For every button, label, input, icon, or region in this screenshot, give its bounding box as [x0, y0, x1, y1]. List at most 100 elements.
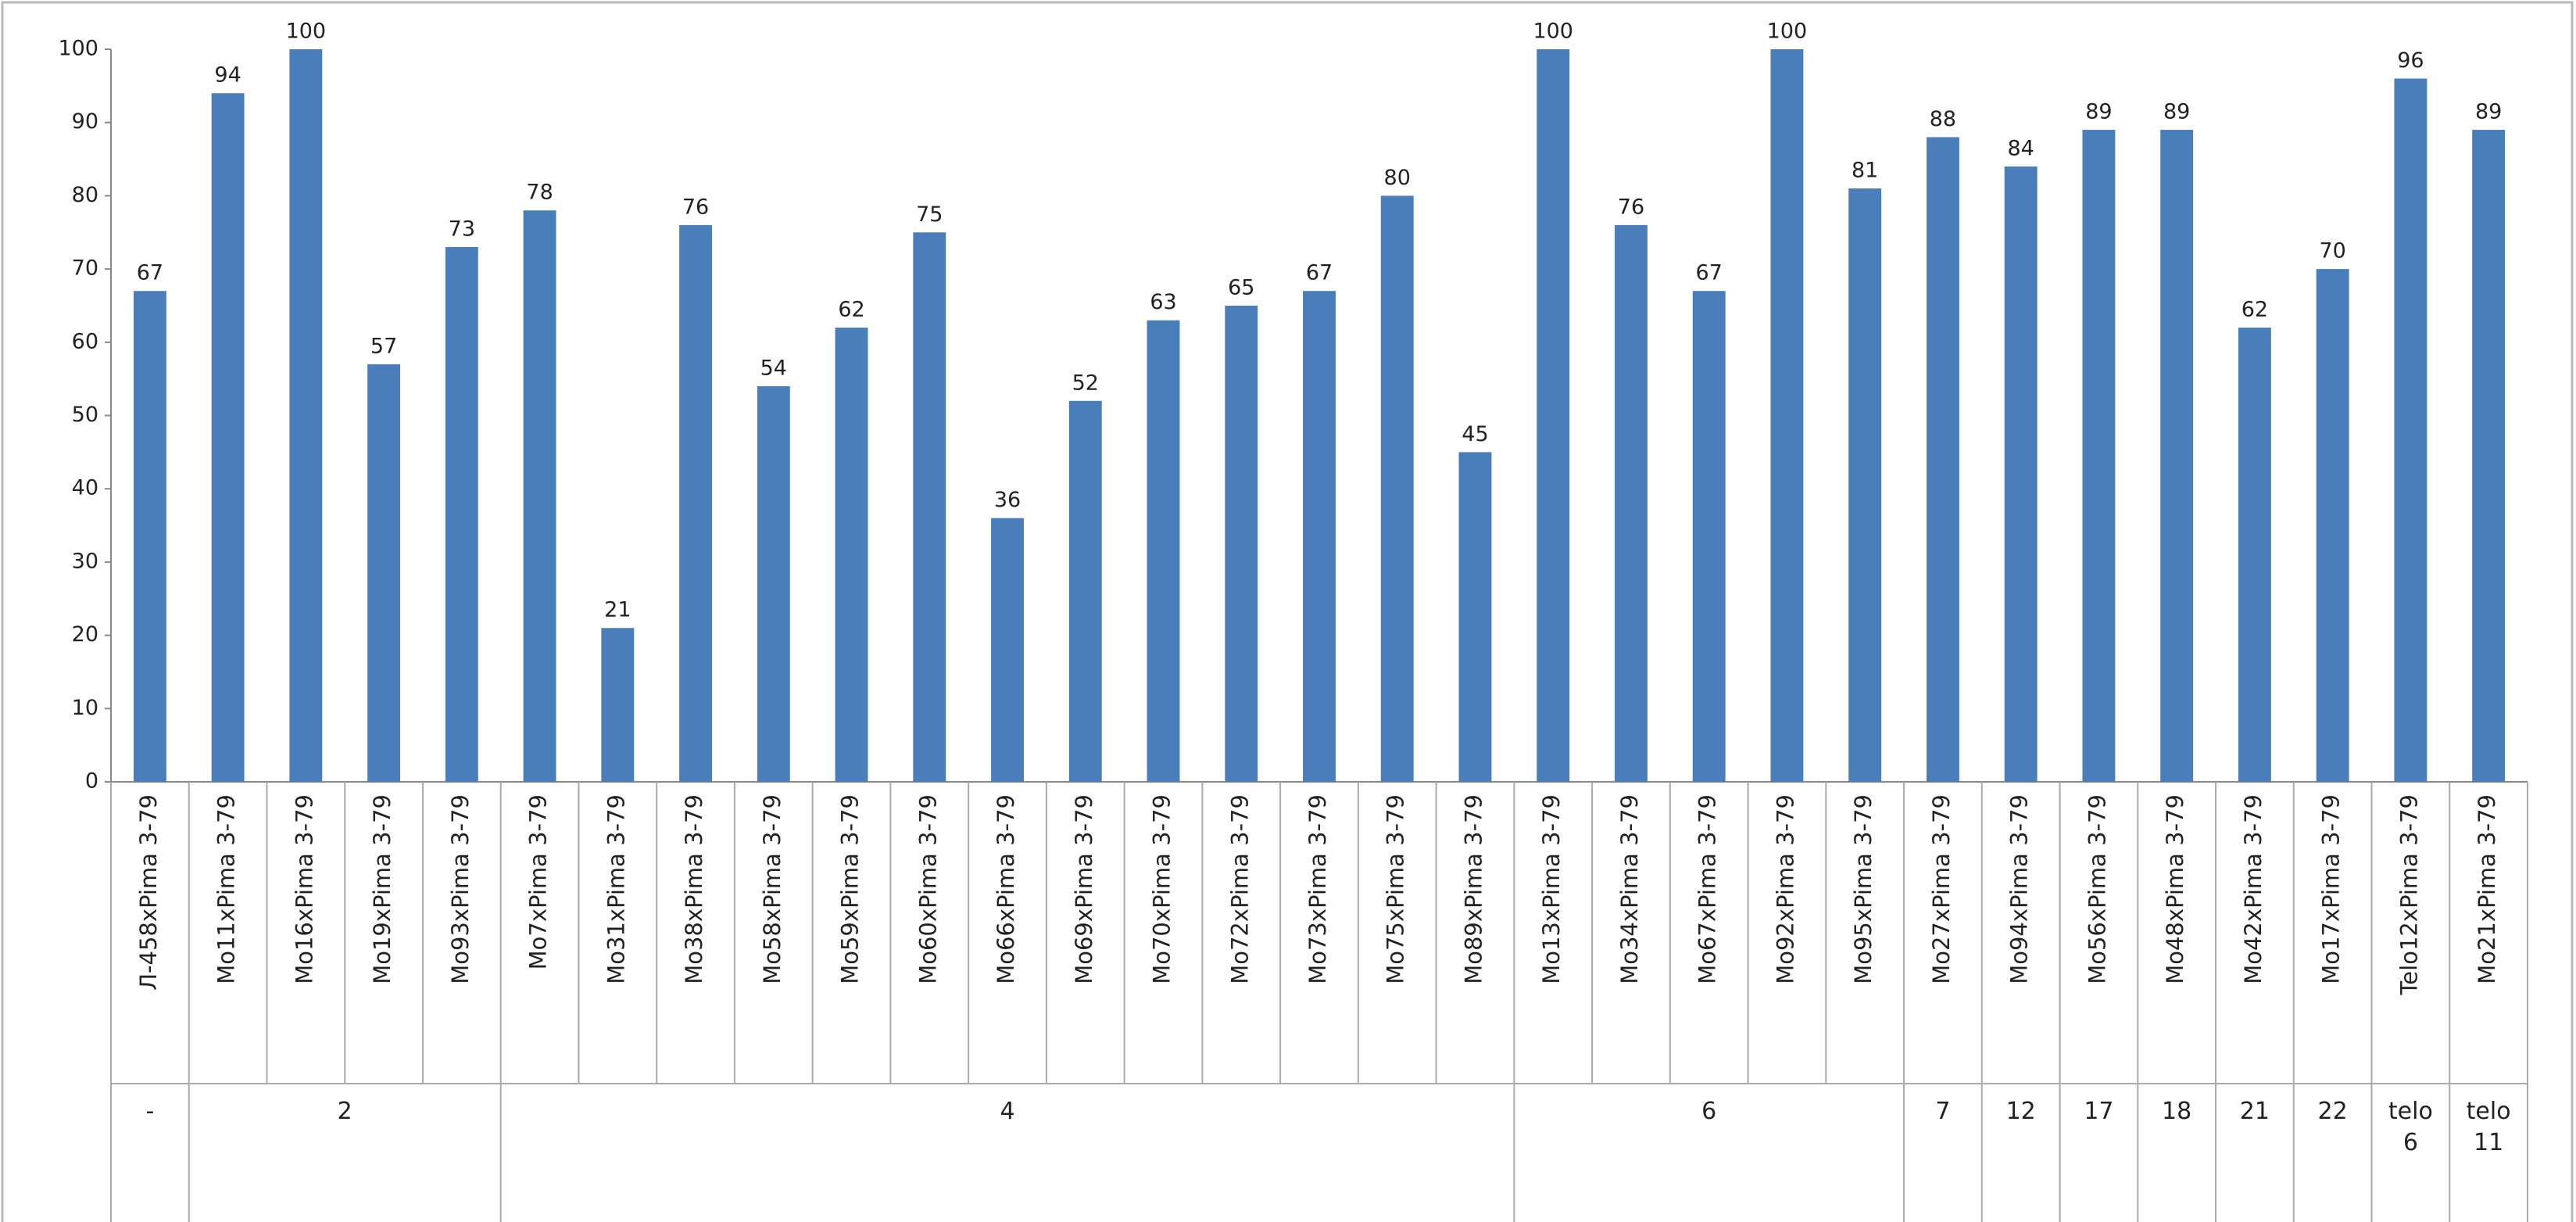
bar — [1147, 320, 1180, 782]
x-tick-label: Mo19xPima 3-79 — [369, 794, 395, 984]
x-tick-label: Mo89xPima 3-79 — [1460, 794, 1487, 984]
x-tick-label: Mo42xPima 3-79 — [2240, 794, 2267, 984]
data-label: 75 — [916, 202, 943, 227]
x-tick-label: Mo11xPima 3-79 — [213, 794, 240, 984]
data-label: 89 — [2163, 100, 2190, 124]
x-tick-label: Mo13xPima 3-79 — [1538, 794, 1565, 984]
y-tick-label: 20 — [72, 622, 98, 647]
bar — [757, 386, 790, 782]
data-label: 76 — [682, 195, 709, 219]
data-label: 100 — [1533, 20, 1573, 44]
data-label: 67 — [1696, 261, 1723, 285]
y-tick-label: 90 — [72, 109, 98, 134]
bar — [445, 246, 478, 782]
x-tick-label: Mo16xPima 3-79 — [291, 794, 317, 984]
x-tick-label: Mo66xPima 3-79 — [993, 794, 1019, 984]
x-tick-label: Mo92xPima 3-79 — [1772, 794, 1798, 984]
x-tick-label: Mo21xPima 3-79 — [2474, 794, 2500, 984]
data-label: 36 — [994, 488, 1021, 512]
bar — [1537, 49, 1570, 782]
bar — [2082, 130, 2116, 782]
data-label: 65 — [1228, 275, 1254, 299]
bar — [1068, 400, 1102, 782]
x-tick-label: Mo48xPima 3-79 — [2162, 794, 2188, 984]
group-label: - — [145, 1098, 155, 1125]
data-label: 73 — [449, 217, 475, 241]
x-tick-label: Mo70xPima 3-79 — [1149, 794, 1175, 984]
y-tick-label: 50 — [72, 403, 98, 427]
data-label: 21 — [604, 598, 631, 622]
x-tick-label: Л-458xPima 3-79 — [135, 794, 162, 991]
x-tick-label: Mo38xPima 3-79 — [681, 794, 707, 984]
bar — [367, 364, 401, 782]
data-label: 84 — [2007, 136, 2034, 160]
bar — [1926, 137, 1959, 782]
y-tick-label: 60 — [72, 329, 98, 353]
y-tick-label: 80 — [72, 183, 98, 207]
bar — [601, 628, 635, 782]
bar — [1692, 291, 1726, 783]
bar — [679, 224, 713, 782]
group-label: telo 11 — [2466, 1098, 2511, 1156]
data-label: 80 — [1384, 166, 1411, 190]
data-label: 94 — [214, 63, 241, 88]
y-tick-label: 30 — [72, 549, 98, 573]
x-tick-label: Mo69xPima 3-79 — [1071, 794, 1097, 984]
bar — [2238, 328, 2271, 782]
y-tick-label: 100 — [58, 37, 98, 61]
data-label: 76 — [1618, 195, 1644, 219]
bar — [2160, 130, 2194, 782]
x-tick-label: Mo56xPima 3-79 — [2084, 794, 2110, 984]
data-label: 62 — [838, 298, 864, 322]
group-label: 4 — [1000, 1098, 1015, 1125]
group-label: 6 — [1701, 1098, 1717, 1125]
bar — [2004, 166, 2038, 783]
x-tick-label: Mo67xPima 3-79 — [1694, 794, 1721, 984]
x-tick-label: Telo12xPima 3-79 — [2395, 794, 2422, 995]
bar — [523, 210, 556, 782]
x-tick-label: Mo95xPima 3-79 — [1850, 794, 1877, 984]
bar — [211, 93, 245, 783]
bar — [991, 518, 1024, 782]
bar — [835, 328, 868, 782]
bar — [289, 49, 323, 782]
x-tick-label: Mo73xPima 3-79 — [1304, 794, 1331, 984]
data-label: 70 — [2319, 239, 2345, 263]
x-tick-label: Mo17xPima 3-79 — [2318, 794, 2345, 984]
y-tick-label: 10 — [72, 696, 98, 720]
y-tick-label: 0 — [85, 769, 98, 794]
group-label: telo 6 — [2388, 1098, 2433, 1156]
bar — [1225, 305, 1258, 782]
data-label: 54 — [760, 357, 787, 381]
data-label: 100 — [286, 20, 327, 44]
x-tick-label: Mo7xPima 3-79 — [525, 794, 552, 969]
bar — [2394, 78, 2428, 783]
group-label: 17 — [2084, 1098, 2114, 1125]
x-tick-label: Mo94xPima 3-79 — [2006, 794, 2033, 984]
group-label: 12 — [2005, 1098, 2036, 1125]
bar — [913, 232, 946, 782]
x-tick-label: Mo60xPima 3-79 — [914, 794, 941, 984]
bar — [2472, 130, 2506, 782]
data-label: 62 — [2241, 298, 2268, 322]
bar — [1380, 195, 1414, 782]
group-label: 21 — [2239, 1098, 2270, 1125]
group-label: 7 — [1935, 1098, 1951, 1125]
x-tick-label: Mo72xPima 3-79 — [1226, 794, 1253, 984]
x-tick-label: Mo27xPima 3-79 — [1928, 794, 1955, 984]
x-tick-label: Mo59xPima 3-79 — [837, 794, 864, 984]
y-tick-label: 70 — [72, 256, 98, 281]
data-label: 96 — [2397, 48, 2424, 73]
data-label: 81 — [1852, 159, 1878, 183]
data-label: 100 — [1767, 20, 1808, 44]
x-tick-label: Mo58xPima 3-79 — [759, 794, 785, 984]
group-label: 2 — [337, 1098, 352, 1125]
x-tick-label: Mo93xPima 3-79 — [447, 794, 474, 984]
data-label: 67 — [137, 261, 163, 285]
data-label: 89 — [2085, 100, 2112, 124]
x-tick-label: Mo31xPima 3-79 — [603, 794, 629, 984]
data-label: 52 — [1072, 371, 1099, 395]
